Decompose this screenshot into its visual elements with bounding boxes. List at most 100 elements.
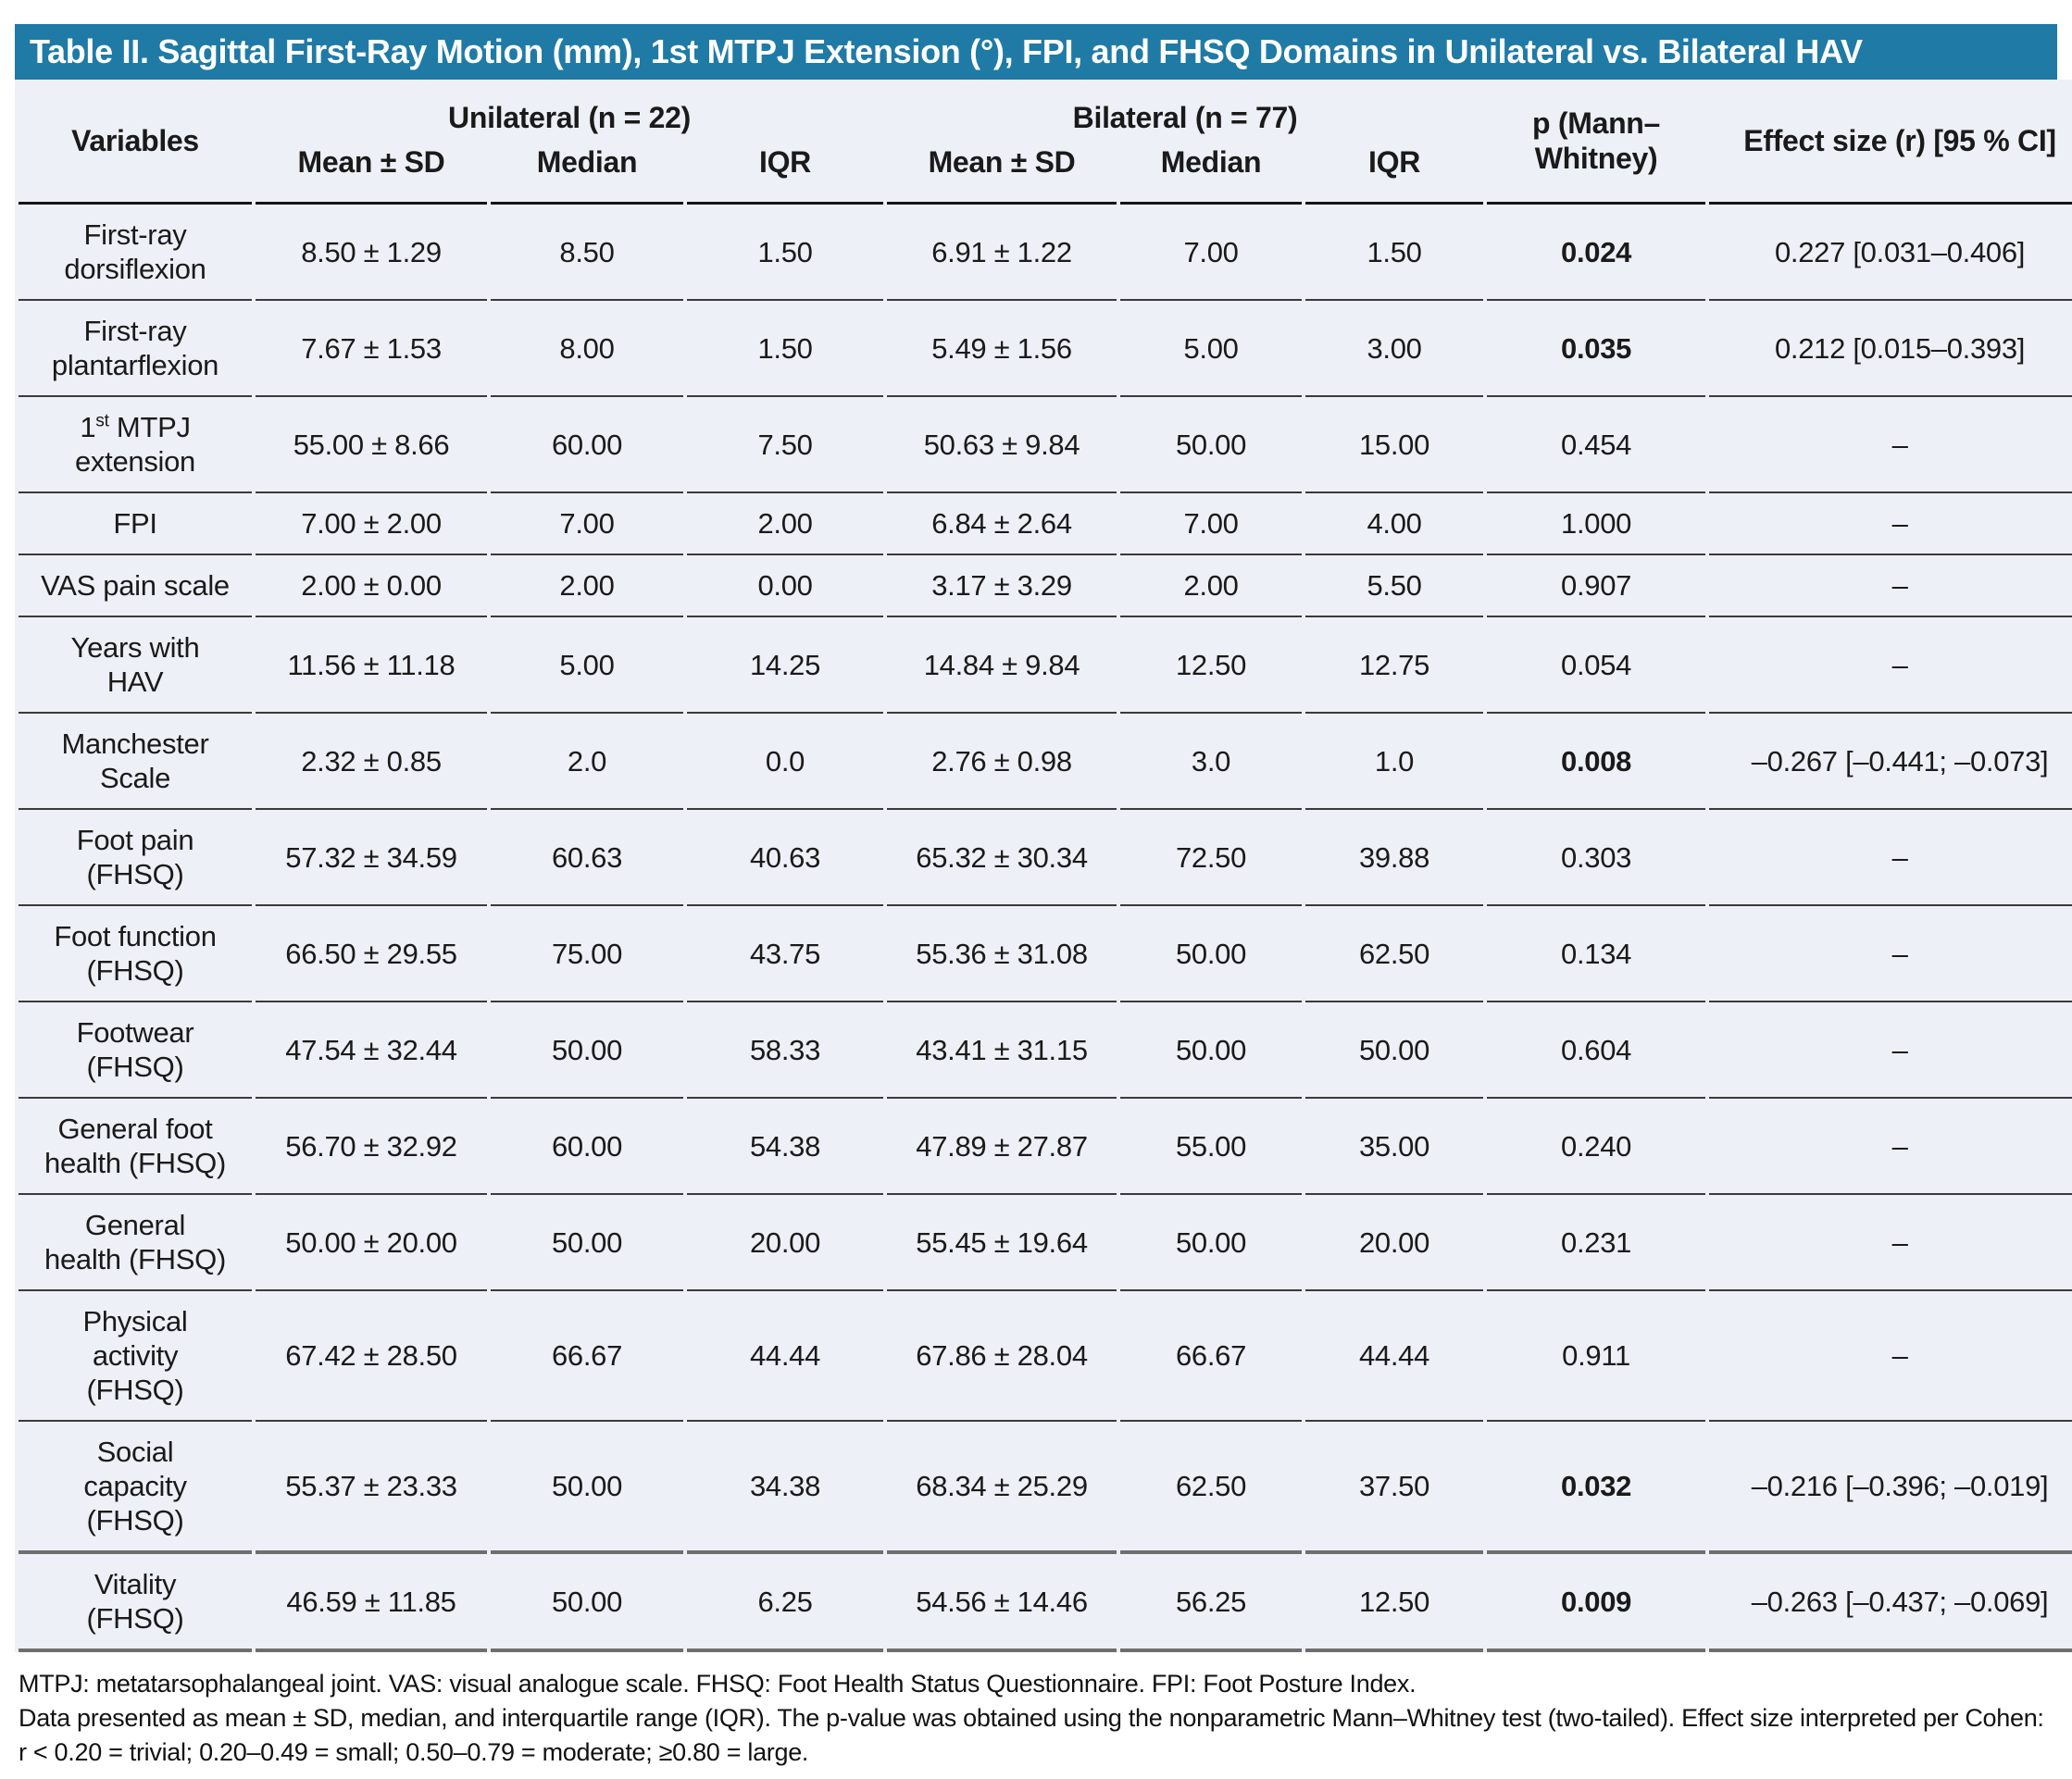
value-cell: 50.00 (1120, 1001, 1303, 1097)
effect-size-cell: – (1709, 395, 2072, 491)
column-header-iqr-bilateral: IQR (1368, 145, 1421, 179)
value-cell: 0.0 (687, 712, 884, 808)
table-row: Social capacity (FHSQ) 55.37 ± 23.33 50.00 34… (19, 1420, 2072, 1550)
variable-cell: Physical activity (FHSQ) (19, 1289, 252, 1420)
effect-size-cell: 0.227 [0.031–0.406] (1709, 202, 2072, 299)
value-cell: 2.00 (1120, 554, 1303, 616)
column-group-unilateral: Unilateral (n = 22) (448, 101, 691, 134)
value-cell: 5.49 ± 1.56 (887, 299, 1117, 395)
value-cell: 6.25 (687, 1550, 884, 1652)
variable-cell: Foot function (FHSQ) (19, 904, 252, 1001)
variable-cell: Foot pain (FHSQ) (19, 808, 252, 904)
p-value-cell: 0.024 (1487, 202, 1706, 299)
value-cell: 12.50 (1305, 1550, 1484, 1652)
value-cell: 50.00 (1120, 1193, 1303, 1289)
value-cell: 50.63 ± 9.84 (887, 395, 1117, 491)
value-cell: 67.86 ± 28.04 (887, 1289, 1117, 1420)
value-cell: 1.50 (687, 202, 884, 299)
value-cell: 54.56 ± 14.46 (887, 1550, 1117, 1652)
value-cell: 2.00 (491, 554, 683, 616)
value-cell: 43.41 ± 31.15 (887, 1001, 1117, 1097)
value-cell: 66.50 ± 29.55 (256, 904, 487, 1001)
p-value-cell: 0.134 (1487, 904, 1706, 1001)
value-cell: 50.00 (1305, 1001, 1484, 1097)
value-cell: 35.00 (1305, 1097, 1484, 1193)
table-row: FPI 7.00 ± 2.00 7.00 2.00 6.84 ± 2.64 7.00 4.0… (19, 491, 2072, 554)
value-cell: 50.00 (491, 1550, 683, 1652)
effect-size-cell: –0.216 [–0.396; –0.019] (1709, 1420, 2072, 1550)
p-value-cell: 0.231 (1487, 1193, 1706, 1289)
value-cell: 56.70 ± 32.92 (256, 1097, 487, 1193)
value-cell: 47.89 ± 27.87 (887, 1097, 1117, 1193)
value-cell: 58.33 (687, 1001, 884, 1097)
p-value-cell: 0.009 (1487, 1550, 1706, 1652)
value-cell: 6.84 ± 2.64 (887, 491, 1117, 554)
value-cell: 75.00 (491, 904, 683, 1001)
value-cell: 7.67 ± 1.53 (256, 299, 487, 395)
value-cell: 8.50 ± 1.29 (256, 202, 487, 299)
p-value-cell: 0.008 (1487, 712, 1706, 808)
footnote-methods: Data presented as mean ± SD, median, and… (19, 1704, 2044, 1766)
value-cell: 4.00 (1305, 491, 1484, 554)
value-cell: 3.0 (1120, 712, 1303, 808)
value-cell: 55.37 ± 23.33 (256, 1420, 487, 1550)
column-header-median-bilateral: Median (1160, 145, 1262, 179)
table-header: Variables Unilateral (n = 22) Bilateral … (19, 80, 2072, 202)
value-cell: 8.50 (491, 202, 683, 299)
value-cell: 50.00 (491, 1193, 683, 1289)
p-value-cell: 0.240 (1487, 1097, 1706, 1193)
effect-size-cell: – (1709, 616, 2072, 712)
value-cell: 47.54 ± 32.44 (256, 1001, 487, 1097)
table-title-bar: Table II. Sagittal First-Ray Motion (mm)… (15, 24, 2057, 80)
value-cell: 14.84 ± 9.84 (887, 616, 1117, 712)
value-cell: 50.00 ± 20.00 (256, 1193, 487, 1289)
value-cell: 72.50 (1120, 808, 1303, 904)
column-group-bilateral: Bilateral (n = 77) (1072, 101, 1298, 134)
p-value-cell: 0.035 (1487, 299, 1706, 395)
value-cell: 1.50 (687, 299, 884, 395)
table-row: Years with HAV 11.56 ± 11.18 5.00 14.25 14.84… (19, 616, 2072, 712)
p-value-cell: 0.454 (1487, 395, 1706, 491)
value-cell: 55.36 ± 31.08 (887, 904, 1117, 1001)
value-cell: 11.56 ± 11.18 (256, 616, 487, 712)
value-cell: 50.00 (1120, 395, 1303, 491)
value-cell: 34.38 (687, 1420, 884, 1550)
table-body: First-ray dorsiflexion 8.50 ± 1.29 8.50 1.50… (19, 202, 2072, 1652)
p-value-cell: 0.303 (1487, 808, 1706, 904)
variable-cell: First-ray dorsiflexion (19, 202, 252, 299)
value-cell: 12.50 (1120, 616, 1303, 712)
value-cell: 20.00 (687, 1193, 884, 1289)
effect-size-cell: – (1709, 1193, 2072, 1289)
variable-cell: Footwear (FHSQ) (19, 1001, 252, 1097)
value-cell: 0.00 (687, 554, 884, 616)
table-row: First-ray plantarflexion 7.67 ± 1.53 8.00 1.… (19, 299, 2072, 395)
variable-cell: 1st MTPJ extension (19, 395, 252, 491)
value-cell: 55.00 ± 8.66 (256, 395, 487, 491)
value-cell: 55.45 ± 19.64 (887, 1193, 1117, 1289)
value-cell: 56.25 (1120, 1550, 1303, 1652)
table-footnotes: MTPJ: metatarsophalangeal joint. VAS: vi… (15, 1652, 2057, 1779)
header-group-row: Variables Unilateral (n = 22) Bilateral … (19, 80, 2072, 175)
value-cell: 3.00 (1305, 299, 1484, 395)
value-cell: 6.91 ± 1.22 (887, 202, 1117, 299)
value-cell: 2.76 ± 0.98 (887, 712, 1117, 808)
value-cell: 7.50 (687, 395, 884, 491)
p-value-cell: 0.911 (1487, 1289, 1706, 1420)
variable-cell: Social capacity (FHSQ) (19, 1420, 252, 1550)
table-row: 1st MTPJ extension 55.00 ± 8.66 60.00 7.50 50… (19, 395, 2072, 491)
variable-cell: Manchester Scale (19, 712, 252, 808)
value-cell: 2.32 ± 0.85 (256, 712, 487, 808)
value-cell: 37.50 (1305, 1420, 1484, 1550)
value-cell: 67.42 ± 28.50 (256, 1289, 487, 1420)
value-cell: 7.00 (1120, 202, 1303, 299)
table-row: Footwear (FHSQ) 47.54 ± 32.44 50.00 58.33 43.… (19, 1001, 2072, 1097)
value-cell: 50.00 (491, 1420, 683, 1550)
effect-size-cell: – (1709, 1289, 2072, 1420)
p-value-cell: 0.604 (1487, 1001, 1706, 1097)
value-cell: 44.44 (687, 1289, 884, 1420)
table-row: General foot health (FHSQ) 56.70 ± 32.92 60… (19, 1097, 2072, 1193)
value-cell: 62.50 (1120, 1420, 1303, 1550)
variable-cell: General foot health (FHSQ) (19, 1097, 252, 1193)
table-row: Manchester Scale 2.32 ± 0.85 2.0 0.0 2.76 ± 0… (19, 712, 2072, 808)
value-cell: 14.25 (687, 616, 884, 712)
